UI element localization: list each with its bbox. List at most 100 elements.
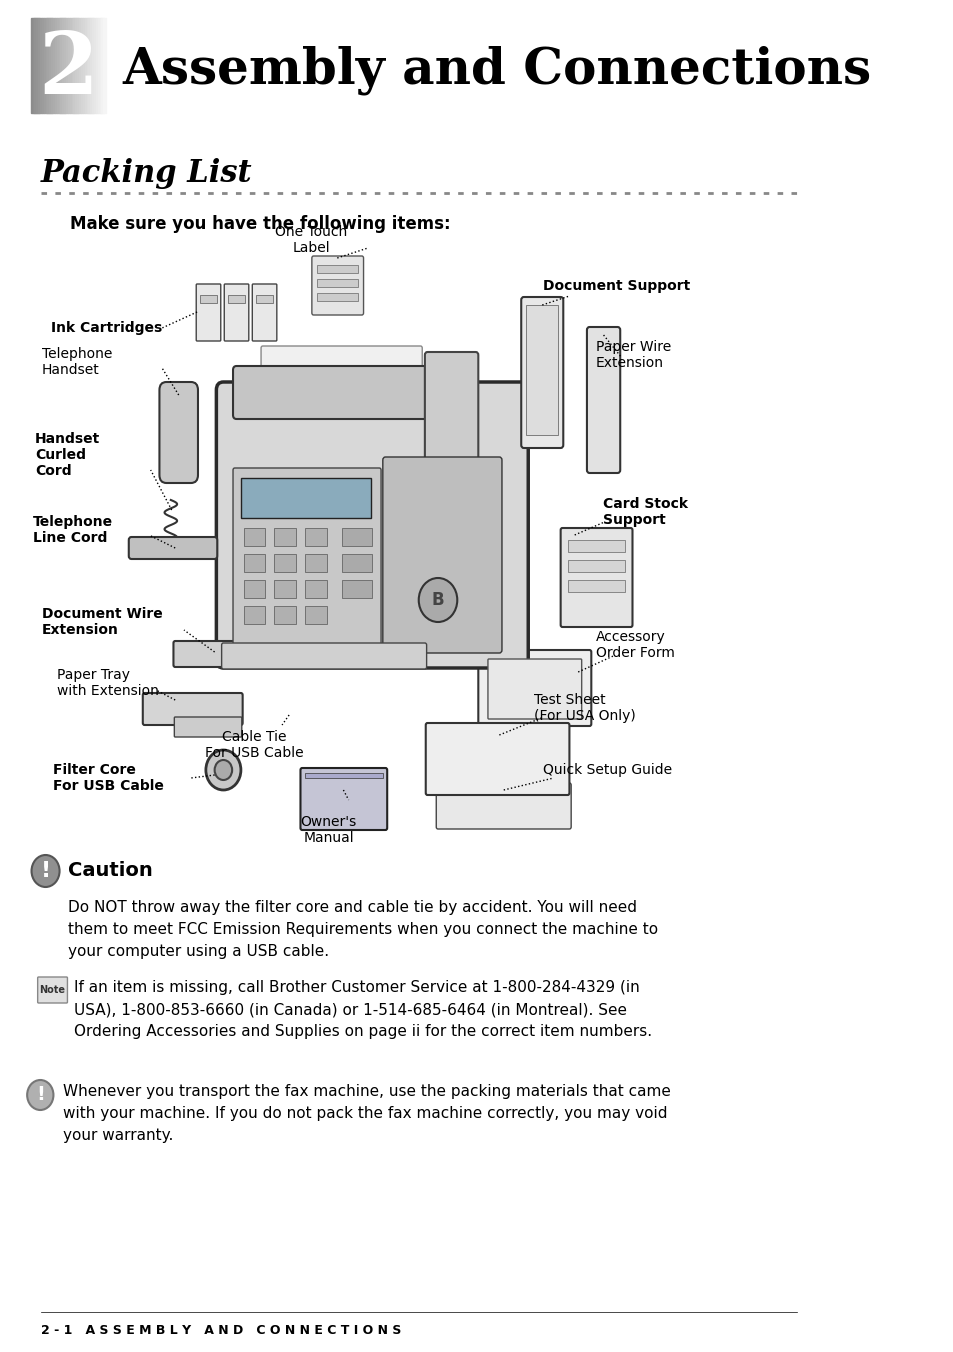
Bar xyxy=(56,18,59,114)
Bar xyxy=(48,18,50,114)
Text: B: B xyxy=(432,591,444,608)
FancyBboxPatch shape xyxy=(221,644,426,669)
Text: Whenever you transport the fax machine, use the packing materials that came
with: Whenever you transport the fax machine, … xyxy=(63,1084,670,1144)
Bar xyxy=(83,18,85,114)
Bar xyxy=(38,18,40,114)
Bar xyxy=(305,580,327,598)
Bar xyxy=(93,18,96,114)
FancyBboxPatch shape xyxy=(233,366,458,419)
Bar xyxy=(274,606,295,625)
Bar xyxy=(75,18,77,114)
Bar xyxy=(79,18,81,114)
Bar xyxy=(99,18,102,114)
Bar xyxy=(68,18,71,114)
Text: Caution: Caution xyxy=(69,861,152,880)
FancyBboxPatch shape xyxy=(487,658,581,719)
Text: Filter Core
For USB Cable: Filter Core For USB Cable xyxy=(52,763,163,794)
FancyBboxPatch shape xyxy=(252,284,276,341)
Text: Telephone
Handset: Telephone Handset xyxy=(42,347,112,377)
Text: Owner's
Manual: Owner's Manual xyxy=(300,815,356,845)
Bar xyxy=(62,18,65,114)
FancyBboxPatch shape xyxy=(382,457,501,653)
Bar xyxy=(87,18,89,114)
Circle shape xyxy=(31,854,59,887)
FancyBboxPatch shape xyxy=(233,468,380,648)
Bar xyxy=(567,580,624,592)
Bar xyxy=(243,606,265,625)
FancyBboxPatch shape xyxy=(216,383,528,668)
Bar xyxy=(316,279,358,287)
Text: Paper Tray
with Extension: Paper Tray with Extension xyxy=(57,668,158,698)
Bar xyxy=(526,306,558,435)
Text: Paper Wire
Extension: Paper Wire Extension xyxy=(595,339,670,370)
Bar xyxy=(228,295,245,303)
Bar xyxy=(316,265,358,273)
Bar xyxy=(44,18,46,114)
Bar xyxy=(55,18,57,114)
Text: If an item is missing, call Brother Customer Service at 1-800-284-4329 (in
USA),: If an item is missing, call Brother Cust… xyxy=(73,980,651,1040)
Text: 2 - 1   A S S E M B L Y   A N D   C O N N E C T I O N S: 2 - 1 A S S E M B L Y A N D C O N N E C … xyxy=(41,1324,401,1337)
Bar xyxy=(341,580,372,598)
Text: One Touch
Label: One Touch Label xyxy=(274,224,347,256)
Bar xyxy=(305,529,327,546)
FancyBboxPatch shape xyxy=(196,284,220,341)
FancyBboxPatch shape xyxy=(224,284,249,341)
FancyBboxPatch shape xyxy=(436,783,571,829)
Bar xyxy=(243,580,265,598)
FancyBboxPatch shape xyxy=(173,641,264,667)
Bar xyxy=(32,18,35,114)
Bar xyxy=(92,18,94,114)
Bar xyxy=(73,18,75,114)
Bar xyxy=(85,18,87,114)
Bar xyxy=(70,18,72,114)
Text: !: ! xyxy=(36,1086,45,1105)
Bar xyxy=(51,18,53,114)
FancyBboxPatch shape xyxy=(143,694,242,725)
Bar xyxy=(305,606,327,625)
Text: Card Stock
Support: Card Stock Support xyxy=(602,498,687,527)
Bar xyxy=(60,18,63,114)
Bar xyxy=(255,295,273,303)
Bar xyxy=(305,773,382,777)
FancyBboxPatch shape xyxy=(586,327,619,473)
Text: Document Support: Document Support xyxy=(542,279,690,293)
Circle shape xyxy=(206,750,241,790)
FancyBboxPatch shape xyxy=(520,297,562,448)
Bar xyxy=(89,18,91,114)
Bar xyxy=(95,18,98,114)
FancyBboxPatch shape xyxy=(261,346,422,380)
FancyBboxPatch shape xyxy=(129,537,217,558)
FancyBboxPatch shape xyxy=(424,352,477,538)
Bar xyxy=(77,18,79,114)
Bar xyxy=(199,295,217,303)
Bar xyxy=(274,580,295,598)
Bar xyxy=(66,18,69,114)
Text: !: ! xyxy=(40,861,51,882)
Bar xyxy=(341,554,372,572)
Bar xyxy=(274,529,295,546)
FancyBboxPatch shape xyxy=(174,717,241,737)
Text: 2: 2 xyxy=(38,27,98,111)
Text: Accessory
Order Form: Accessory Order Form xyxy=(595,630,674,660)
Bar xyxy=(341,529,372,546)
FancyBboxPatch shape xyxy=(159,383,198,483)
FancyBboxPatch shape xyxy=(560,529,632,627)
Bar xyxy=(101,18,104,114)
Text: Do NOT throw away the filter core and cable tie by accident. You will need
them : Do NOT throw away the filter core and ca… xyxy=(69,900,658,960)
Bar xyxy=(42,18,44,114)
Text: Telephone
Line Cord: Telephone Line Cord xyxy=(33,515,113,545)
Bar xyxy=(243,554,265,572)
Bar xyxy=(30,18,33,114)
Text: Make sure you have the following items:: Make sure you have the following items: xyxy=(70,215,450,233)
FancyBboxPatch shape xyxy=(425,723,569,795)
Circle shape xyxy=(418,579,456,622)
Bar xyxy=(50,18,51,114)
Bar xyxy=(567,539,624,552)
Bar xyxy=(91,18,92,114)
Bar xyxy=(567,560,624,572)
Bar xyxy=(81,18,83,114)
Circle shape xyxy=(214,760,232,780)
FancyBboxPatch shape xyxy=(477,650,591,726)
Bar xyxy=(36,18,38,114)
Bar xyxy=(241,479,370,518)
